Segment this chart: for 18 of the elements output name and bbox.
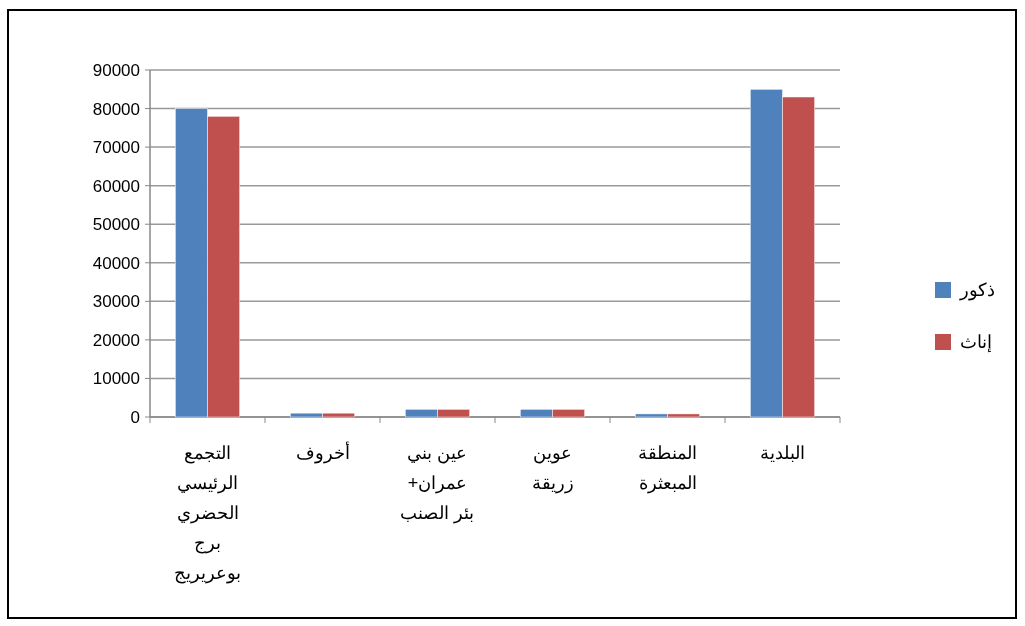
x-tick-label: عين بني عمران+ بئر الصنب	[400, 443, 475, 524]
y-tick-label: 80000	[92, 99, 140, 119]
y-tick-label: 0	[130, 408, 140, 427]
x-tick-label: أخروف	[295, 441, 350, 464]
y-tick-label: 30000	[92, 292, 140, 312]
y-tick-label: 10000	[92, 369, 140, 389]
y-tick-label: 20000	[92, 330, 140, 350]
y-tick-label: 60000	[92, 176, 140, 196]
x-tick-label: عوين زريقة	[531, 443, 574, 494]
y-tick-label: 70000	[92, 138, 140, 158]
y-tick-label: 50000	[92, 215, 140, 235]
legend-label: ذكور	[959, 280, 995, 301]
y-tick-label: 90000	[92, 61, 140, 80]
y-tick-label: 40000	[92, 253, 140, 273]
x-tick-label: البلدية	[760, 443, 805, 463]
x-tick-label: المنطقة المبعثرة	[638, 443, 697, 494]
x-tick-label: التجمع الرئيسي الحضري برج بوعريريج	[174, 443, 241, 584]
legend-label: إناث	[960, 332, 992, 353]
